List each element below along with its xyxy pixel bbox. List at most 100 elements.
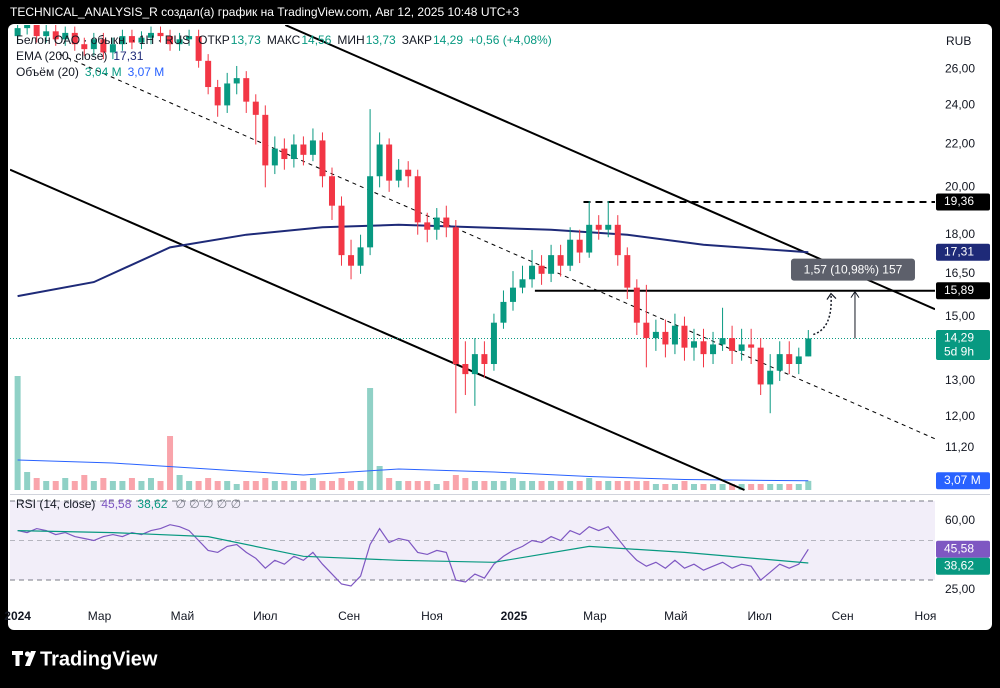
ema-badge: 17,31 [944, 244, 974, 258]
candle-body [290, 144, 297, 160]
volume-bar [157, 481, 164, 490]
candle-body [147, 32, 154, 38]
candle-body [471, 354, 478, 375]
volume-bar [481, 481, 488, 490]
candle-body [557, 255, 564, 266]
price-badge-box [936, 329, 990, 360]
candle-body [481, 354, 488, 365]
x-tick-label: Июл [253, 609, 277, 623]
volume-bar [367, 388, 374, 490]
candle-body [214, 87, 221, 106]
volume-bar [738, 484, 745, 490]
volume-bar [671, 484, 678, 490]
volume-bar [167, 436, 174, 490]
legend-field-name: ОТКР [198, 33, 230, 47]
candle-body [490, 322, 497, 365]
volume-bar [14, 376, 21, 490]
volume-bar [509, 478, 516, 490]
candle-body [424, 222, 431, 230]
candle-body [271, 148, 278, 166]
candle-body [414, 176, 421, 223]
volume-bar [757, 484, 764, 490]
volume-bar [519, 481, 526, 490]
y-tick-label: 26,00 [945, 62, 975, 76]
candle-body [33, 25, 40, 37]
currency: RUB [946, 34, 971, 48]
y-tick-label: 22,00 [945, 137, 975, 151]
volume-bar [233, 484, 240, 490]
volume-bar [24, 472, 31, 490]
candle-body [348, 255, 355, 266]
volume-bar [795, 484, 802, 490]
legend-volume-value: 3,04 M [85, 65, 122, 79]
y-tick-label: 13,00 [945, 373, 975, 387]
legend-ema-name: EMA (200, close) [16, 49, 107, 63]
candle-body [309, 140, 316, 155]
candle-body [509, 287, 516, 302]
candle-body [176, 39, 183, 45]
volume-bar [376, 466, 383, 490]
volume-bar [186, 481, 193, 490]
volume-bar [395, 481, 402, 490]
legend-ema-value: 17,31 [113, 49, 143, 63]
candle-body [300, 144, 307, 155]
candle-body [252, 101, 259, 115]
legend-rsi-empty: ∅ ∅ ∅ ∅ ∅ [175, 497, 241, 511]
legend-change: +0,56 (+4,08%) [469, 33, 552, 47]
y-tick-label: 18,00 [945, 227, 975, 241]
x-tick-label: Ноя [915, 609, 937, 623]
legend-volume-ma-value: 3,07 M [128, 65, 165, 79]
y-tick-label: 15,00 [945, 309, 975, 323]
candle-body [538, 265, 545, 274]
candle-body [776, 354, 783, 371]
candle-body [243, 78, 250, 102]
x-tick-label: 2024 [4, 609, 31, 623]
candle-body [43, 31, 50, 37]
candle-body [100, 39, 107, 53]
volume-bar [500, 481, 507, 490]
candle-body [738, 344, 745, 351]
price-badge-countdown: 5d 9h [944, 345, 974, 359]
candle-body [567, 239, 574, 266]
volume-bar [490, 481, 497, 490]
volume-bar [586, 478, 593, 490]
price-badge: 14,29 [944, 331, 974, 345]
volume-bar [271, 481, 278, 490]
legend-field-value: 14,29 [433, 33, 463, 47]
legend-rsi-value: 45,58 [101, 497, 131, 511]
candle-body [529, 265, 536, 280]
volume-bar [319, 481, 326, 490]
volume-bar [748, 484, 755, 490]
candle-body [624, 255, 631, 288]
volume-bar [119, 481, 126, 490]
volume-bar [176, 475, 183, 490]
candle-body [595, 224, 602, 230]
candle-body [405, 169, 412, 177]
x-tick-label: Сен [832, 609, 854, 623]
candle-body [195, 36, 202, 61]
candle-body [576, 239, 583, 253]
volume-bar [414, 481, 421, 490]
overlay: 26,00 24,00 22,00 20,00 18,00 16,50 15,00 13,00… [4, 33, 990, 623]
candle-body [386, 144, 393, 181]
candle-body [710, 344, 717, 355]
candle-body [81, 44, 88, 50]
candle-body [186, 36, 193, 40]
candle-body [452, 227, 459, 365]
volume-bar [195, 481, 202, 490]
legend-field-value: 13,73 [231, 33, 261, 47]
candle-body [224, 83, 231, 106]
legend-field-value: 13,73 [366, 33, 396, 47]
candle-body [281, 148, 288, 160]
candle-body [652, 331, 659, 339]
candle-body [52, 31, 59, 40]
candle-body [157, 32, 164, 37]
volume-bar [776, 484, 783, 490]
candle-body [786, 354, 793, 365]
legend-field-name: ЗАКР [402, 33, 432, 47]
candle-body [614, 224, 621, 256]
level-badge: 15,89 [944, 283, 974, 297]
x-tick-label: Мар [88, 609, 112, 623]
level-badge: 19,36 [944, 194, 974, 208]
volume-bar [443, 481, 450, 490]
